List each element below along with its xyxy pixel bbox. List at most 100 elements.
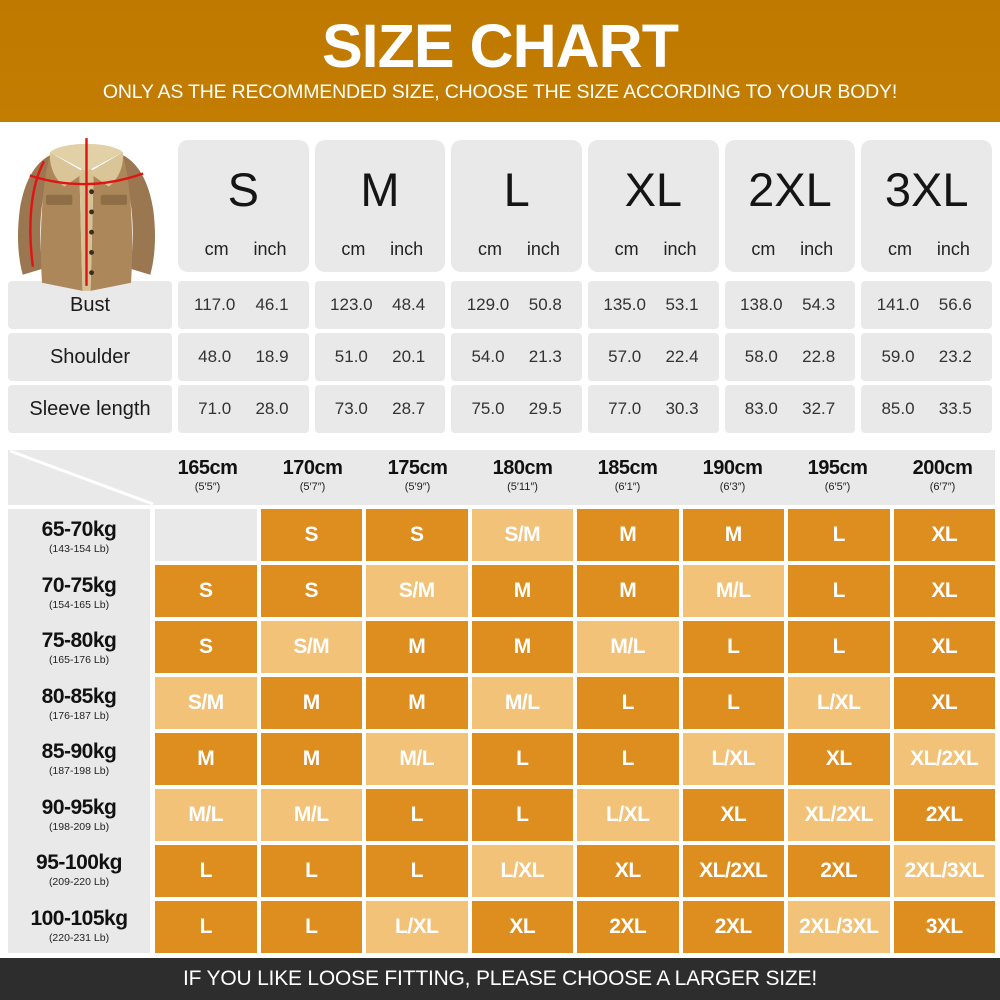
height-cm: 195cm	[807, 457, 868, 479]
inch-value: 18.9	[255, 347, 289, 366]
size-recommendation-cell: M/L	[577, 621, 679, 673]
weight-label: 85-90kg (187-198 Lb)	[8, 731, 150, 787]
measurement-value-cell: 57.0 22.4	[588, 333, 719, 381]
size-recommendation-cell: S	[260, 509, 362, 561]
unit-inch-label: inch	[663, 239, 697, 259]
cm-value: 83.0	[744, 399, 778, 418]
unit-cm-label: cm	[751, 239, 776, 259]
weight-kg: 75-80kg	[41, 629, 117, 653]
size-recommendation-cell: L	[788, 509, 890, 561]
size-recommendation-cell: S/M	[366, 565, 468, 617]
cm-value: 75.0	[471, 399, 505, 418]
height-header: 190cm (6′3″)	[680, 450, 785, 505]
inch-value: 22.4	[665, 347, 699, 366]
size-recommendation-cell: L/XL	[682, 733, 784, 785]
unit-labels: cm inch	[861, 239, 992, 272]
inch-value: 48.4	[392, 295, 426, 314]
diagonal-divider-line	[9, 450, 154, 505]
size-label: XL	[624, 163, 683, 216]
weight-label: 90-95kg (198-209 Lb)	[8, 787, 150, 843]
size-recommendation-cell: XL/2XL	[788, 789, 890, 841]
cm-value: 117.0	[194, 295, 236, 314]
size-recommendation-cell: 2XL	[577, 901, 679, 953]
weight-label: 95-100kg (209-220 Lb)	[8, 842, 150, 898]
height-ft: (6′3″)	[719, 481, 746, 493]
size-recommendation-cell: L	[788, 621, 890, 673]
unit-labels: cm inch	[725, 239, 856, 272]
height-header: 165cm (5′5″)	[155, 450, 260, 505]
unit-labels: cm inch	[451, 239, 582, 272]
weight-lb: (209-220 Lb)	[48, 876, 110, 889]
size-recommendation-cell: M	[260, 733, 362, 785]
size-recommendation-cell: L	[155, 901, 257, 953]
weight-label: 75-80kg (165-176 Lb)	[8, 620, 150, 676]
unit-inch-label: inch	[390, 239, 424, 259]
matrix-body: 65-70kg (143-154 Lb) 70-75kg (154-165 Lb) 75…	[8, 509, 995, 953]
jacket-illustration	[17, 138, 156, 291]
size-recommendation-cell: L	[682, 677, 784, 729]
inch-value: 21.3	[528, 347, 562, 366]
weight-label: 100-105kg (220-231 Lb)	[8, 898, 150, 954]
weight-lb: (165-176 Lb)	[48, 654, 110, 667]
weight-lb: (220-231 Lb)	[48, 931, 110, 944]
size-recommendation-cell: 2XL/3XL	[893, 845, 995, 897]
page-title: SIZE CHART	[322, 12, 679, 80]
inch-value: 22.8	[802, 347, 836, 366]
cm-value: 129.0	[466, 295, 510, 314]
height-header: 170cm (5′7″)	[260, 450, 365, 505]
weight-kg: 70-75kg	[41, 573, 117, 597]
height-header-band: 165cm (5′5″) 170cm (5′7″) 175cm (5′9″) 180cm (5…	[8, 450, 995, 505]
size-recommendation-cell: S/M	[155, 677, 257, 729]
size-recommendation-cell: M/L	[260, 789, 362, 841]
weight-kg: 65-70kg	[41, 518, 117, 542]
height-ft: (5′7″)	[299, 481, 326, 493]
footer-text: IF YOU LIKE LOOSE FITTING, PLEASE CHOOSE…	[183, 967, 817, 990]
size-recommendation-cell	[155, 509, 257, 561]
size-recommendation-cell: L	[471, 733, 573, 785]
size-recommendation-cell: L	[260, 901, 362, 953]
cm-value: 123.0	[330, 295, 373, 314]
cm-value: 141.0	[876, 295, 920, 314]
cm-value: 57.0	[608, 347, 642, 366]
measurement-value-cell: 83.0 32.7	[724, 385, 856, 433]
height-ft: (5′5″)	[194, 481, 221, 493]
size-label: L	[503, 163, 530, 216]
size-recommendation-cell: S/M	[260, 621, 362, 673]
measurement-row: Shoulder 48.0 18.9 51.0 20.1 54.0 21.3 57.0 22.4…	[8, 333, 992, 381]
height-header: 195cm (6′5″)	[785, 450, 890, 505]
inch-value: 28.0	[255, 399, 289, 418]
size-recommendation-cell: L/XL	[577, 789, 679, 841]
size-recommendation-cell: M	[471, 621, 573, 673]
measurement-value-cell: 58.0 22.8	[724, 333, 856, 381]
size-recommendation-cell: S	[155, 621, 257, 673]
matrix-corner	[8, 450, 155, 505]
weight-lb: (187-198 Lb)	[48, 765, 110, 778]
footer-note: IF YOU LIKE LOOSE FITTING, PLEASE CHOOSE…	[0, 958, 1000, 1000]
inch-value: 32.7	[802, 399, 836, 418]
header-banner: SIZE CHART ONLY AS THE RECOMMENDED SIZE,…	[0, 0, 1000, 122]
size-column-header: XL cm inch	[588, 140, 719, 272]
measurement-value-cell: 59.0 23.2	[861, 333, 992, 381]
cm-value: 77.0	[608, 399, 642, 418]
inch-value: 56.6	[938, 295, 972, 314]
cm-value: 51.0	[334, 347, 368, 366]
weight-lb: (143-154 Lb)	[48, 543, 110, 556]
inch-value: 46.1	[255, 295, 289, 314]
height-header: 200cm (6′7″)	[890, 450, 995, 505]
measurement-rows: Bust 117.0 46.1 123.0 48.4 129.0 50.8 135.0 53.1…	[8, 281, 992, 433]
size-recommendation-cell: L	[366, 789, 468, 841]
size-recommendation-cell: XL	[893, 677, 995, 729]
weight-label: 80-85kg (176-187 Lb)	[8, 676, 150, 732]
page-subtitle: ONLY AS THE RECOMMENDED SIZE, CHOOSE THE…	[102, 81, 898, 104]
weight-kg: 85-90kg	[41, 740, 117, 764]
size-recommendation-cell: M	[366, 677, 468, 729]
height-labels: 165cm (5′5″) 170cm (5′7″) 175cm (5′9″) 180cm (5…	[155, 450, 995, 505]
measurement-value-cell: 54.0 21.3	[451, 333, 582, 381]
unit-labels: cm inch	[588, 239, 719, 272]
size-recommendation-cell: L	[471, 789, 573, 841]
size-recommendation-cell: M/L	[682, 565, 784, 617]
unit-cm-label: cm	[888, 239, 912, 259]
weight-kg: 80-85kg	[41, 684, 117, 708]
size-label: S	[227, 163, 259, 216]
